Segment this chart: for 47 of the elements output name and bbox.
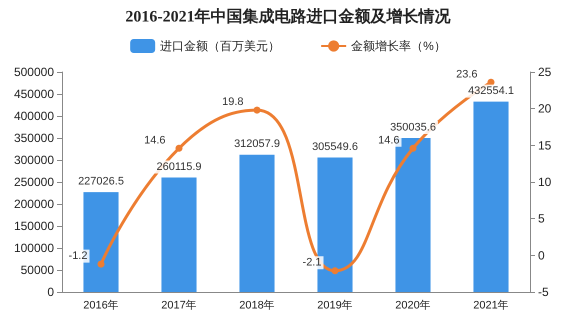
y-tick-label: 150000 — [14, 219, 54, 233]
legend-label: 金额增长率（%） — [351, 39, 446, 53]
y-tick-label: 300000 — [14, 153, 54, 167]
y-tick-label: 50000 — [20, 263, 54, 277]
x-tick-label: 2020年 — [395, 300, 431, 312]
x-tick-label: 2016年 — [83, 300, 119, 312]
data-label: 432554.1 — [468, 85, 514, 98]
data-label: 305549.6 — [312, 141, 358, 154]
y-tick-label: 350000 — [14, 131, 54, 145]
point — [332, 267, 338, 274]
y-tick-label: 100000 — [14, 241, 54, 255]
bar — [161, 178, 197, 292]
y-tick-label: 400000 — [14, 109, 54, 123]
y2-tick-label: -5 — [538, 285, 549, 299]
y2-tick-label: 0 — [538, 248, 545, 262]
data-label: 14.6 — [144, 134, 166, 146]
y2-tick-label: 20 — [538, 102, 552, 116]
bar — [239, 154, 275, 292]
x-tick-label: 2019年 — [317, 300, 353, 312]
y2-tick-label: 15 — [538, 138, 552, 152]
y2-tick-label: 5 — [538, 212, 545, 226]
y-tick-label: 450000 — [14, 87, 54, 101]
data-label: -2.1 — [302, 256, 322, 269]
y-tick-label: 0 — [47, 285, 54, 299]
y2-tick-label: 25 — [538, 65, 552, 79]
y2-tick-label: 10 — [538, 175, 552, 189]
data-label: 350035.6 — [390, 121, 436, 134]
point — [410, 144, 416, 152]
y-tick-label: 200000 — [14, 197, 54, 211]
data-label: 14.6 — [378, 134, 400, 146]
x-tick-label: 2018年 — [239, 300, 275, 312]
chart-title: 2016-2021年中国集成电路进口金额及增长情况 — [125, 8, 452, 26]
data-label: 19.8 — [222, 96, 244, 108]
bar — [473, 102, 509, 292]
point — [176, 144, 182, 152]
data-label: -1.2 — [68, 250, 88, 262]
y-tick-label: 250000 — [14, 175, 54, 189]
data-label: 23.6 — [456, 68, 478, 80]
y-tick-label: 500000 — [14, 65, 54, 79]
data-label: 260115.9 — [156, 161, 202, 174]
x-tick-label: 2017年 — [161, 300, 197, 312]
legend-label: 进口金额（百万美元） — [160, 39, 280, 53]
point — [98, 260, 104, 268]
data-label: 312057.9 — [234, 138, 280, 150]
point — [254, 106, 260, 114]
data-label: 227026.5 — [78, 176, 124, 188]
x-tick-label: 2021年 — [473, 300, 509, 312]
